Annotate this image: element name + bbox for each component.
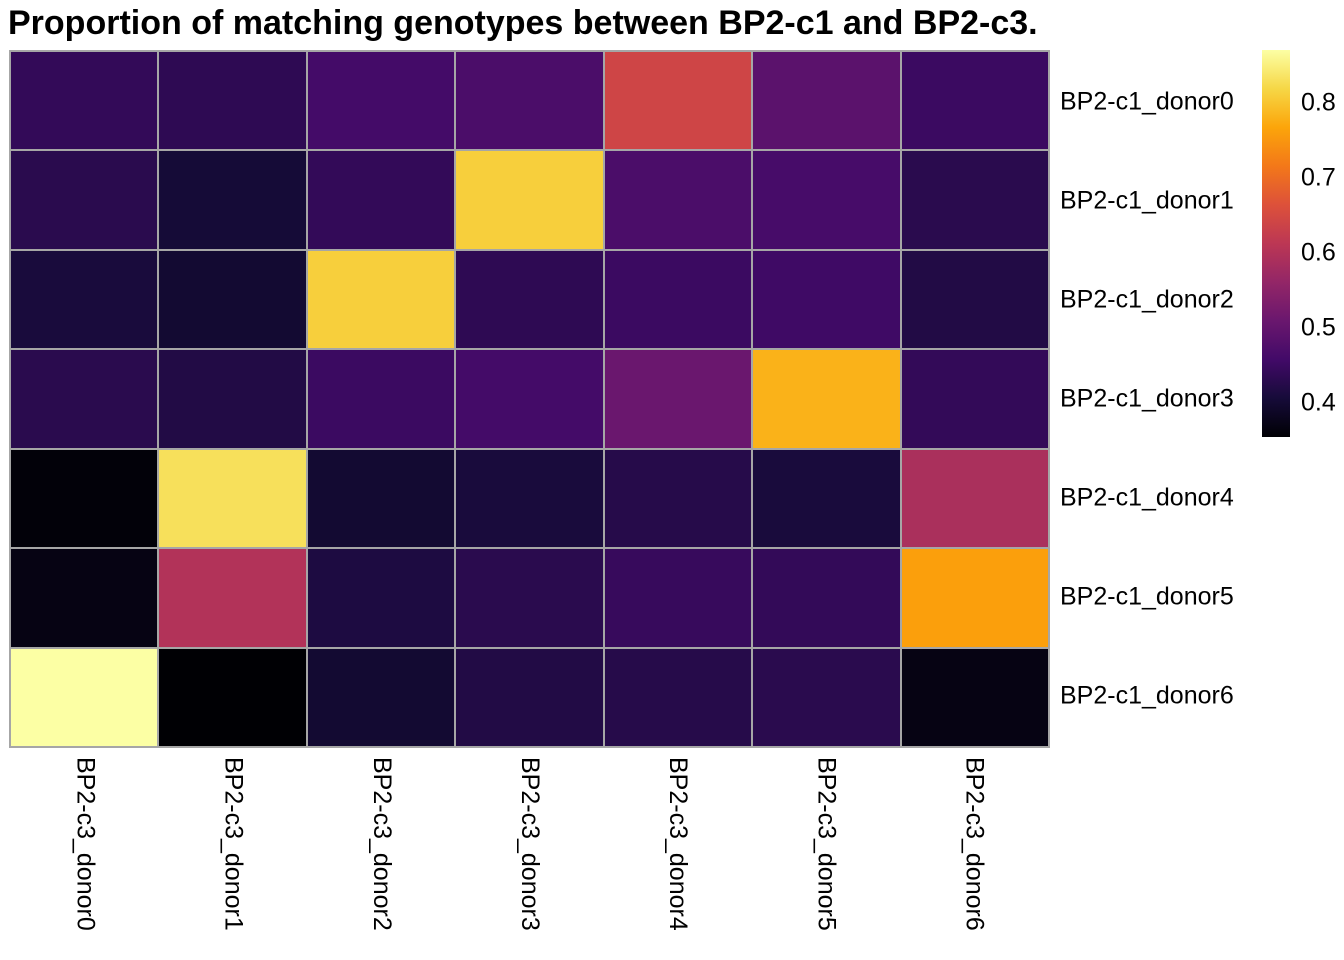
heatmap-cell <box>159 549 306 647</box>
heatmap-cell <box>604 151 752 249</box>
heatmap-cell <box>901 449 1048 548</box>
heatmap-cell <box>901 648 1048 746</box>
heatmap-cell <box>11 52 158 150</box>
heatmap-cell <box>901 250 1048 349</box>
heatmap-cell <box>901 549 1048 647</box>
col-tick-label: BP2-c3_donor2 <box>367 757 396 931</box>
heatmap-cell <box>901 151 1048 249</box>
row-tick-label: BP2-c1_donor6 <box>1060 681 1234 710</box>
heatmap-cell <box>159 52 306 150</box>
heatmap-cell <box>753 449 900 548</box>
heatmap-cell <box>604 250 752 349</box>
heatmap-cell <box>456 549 603 647</box>
col-tick-label: BP2-c3_donor4 <box>664 757 693 931</box>
heatmap-cell <box>11 250 158 349</box>
heatmap-cell <box>901 350 1048 448</box>
heatmap-cell <box>159 350 306 448</box>
heatmap-cell <box>11 151 158 249</box>
col-tick-label: BP2-c3_donor1 <box>219 757 248 931</box>
heatmap-cell <box>307 648 455 746</box>
heatmap-cell <box>307 350 455 448</box>
heatmap-cell <box>753 549 900 647</box>
heatmap-cell <box>456 648 603 746</box>
row-tick-label: BP2-c1_donor0 <box>1060 87 1234 116</box>
heatmap-cell <box>159 648 306 746</box>
heatmap-cell <box>11 549 158 647</box>
heatmap-cell <box>159 250 306 349</box>
heatmap-cell <box>753 52 900 150</box>
heatmap-cell <box>307 52 455 150</box>
heatmap-cell <box>753 250 900 349</box>
row-tick-label: BP2-c1_donor2 <box>1060 285 1234 314</box>
heatmap-cell <box>456 151 603 249</box>
heatmap-cell <box>753 350 900 448</box>
heatmap-cell <box>901 52 1048 150</box>
col-tick-label: BP2-c3_donor6 <box>960 757 989 931</box>
heatmap-cell <box>604 449 752 548</box>
row-tick-label: BP2-c1_donor3 <box>1060 384 1234 413</box>
heatmap-cell <box>456 52 603 150</box>
heatmap-cell <box>307 250 455 349</box>
heatmap-cell <box>11 449 158 548</box>
heatmap-cell <box>307 449 455 548</box>
heatmap-cell <box>753 648 900 746</box>
colorbar-tick-label: 0.8 <box>1301 88 1336 117</box>
heatmap-cell <box>456 449 603 548</box>
col-tick-label: BP2-c3_donor0 <box>71 757 100 931</box>
heatmap-cell <box>307 549 455 647</box>
heatmap-cell <box>604 350 752 448</box>
heatmap-grid <box>9 50 1050 748</box>
row-tick-label: BP2-c1_donor4 <box>1060 483 1234 512</box>
row-tick-label: BP2-c1_donor1 <box>1060 186 1234 215</box>
colorbar-tick-label: 0.6 <box>1301 238 1336 267</box>
colorbar-tick-label: 0.5 <box>1301 313 1336 342</box>
heatmap-cell <box>604 648 752 746</box>
heatmap-cell <box>159 449 306 548</box>
col-tick-label: BP2-c3_donor3 <box>516 757 544 931</box>
colorbar-gradient <box>1262 50 1290 437</box>
heatmap-cell <box>604 52 752 150</box>
heatmap-cell <box>307 151 455 249</box>
heatmap-cell <box>11 648 158 746</box>
row-tick-label: BP2-c1_donor5 <box>1060 582 1234 611</box>
colorbar-tick-label: 0.4 <box>1301 388 1336 417</box>
heatmap-cell <box>753 151 900 249</box>
heatmap-cell <box>159 151 306 249</box>
page-title: Proportion of matching genotypes between… <box>8 4 1038 42</box>
heatmap-cell <box>11 350 158 448</box>
colorbar-tick-label: 0.7 <box>1301 163 1336 192</box>
heatmap-cell <box>456 350 603 448</box>
heatmap-cell <box>604 549 752 647</box>
heatmap-cell <box>456 250 603 349</box>
col-tick-label: BP2-c3_donor5 <box>812 757 841 931</box>
